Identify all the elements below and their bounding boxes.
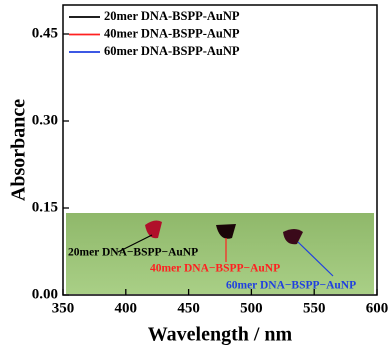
annotation: 60mer DNA−BSPP−AuNP [226, 280, 356, 292]
inset-photo [66, 213, 374, 294]
x-tick-label: 400 [115, 300, 138, 316]
x-tick-label: 600 [366, 300, 389, 316]
x-tick-label: 350 [52, 300, 75, 316]
y-axis-title: Absorbance [8, 99, 30, 201]
plot-frame [62, 4, 378, 296]
y-tick-label: 0.00 [32, 286, 58, 302]
x-tick-label: 450 [177, 300, 200, 316]
y-tick-label: 0.15 [32, 199, 58, 215]
legend-label: 40mer DNA-BSPP-AuNP [104, 26, 240, 40]
legend-label: 60mer DNA-BSPP-AuNP [104, 44, 240, 58]
y-tick-label: 0.30 [32, 112, 58, 128]
legend-label: 20mer DNA-BSPP-AuNP [104, 9, 240, 23]
annotation: 40mer DNA−BSPP−AuNP [150, 263, 280, 275]
y-tick-label: 0.45 [32, 25, 58, 41]
x-tick-label: 550 [303, 300, 326, 316]
x-axis-title: Wavelength / nm [148, 324, 293, 346]
annotation: 20mer DNA−BSPP−AuNP [68, 247, 198, 259]
x-tick-label: 500 [240, 300, 263, 316]
